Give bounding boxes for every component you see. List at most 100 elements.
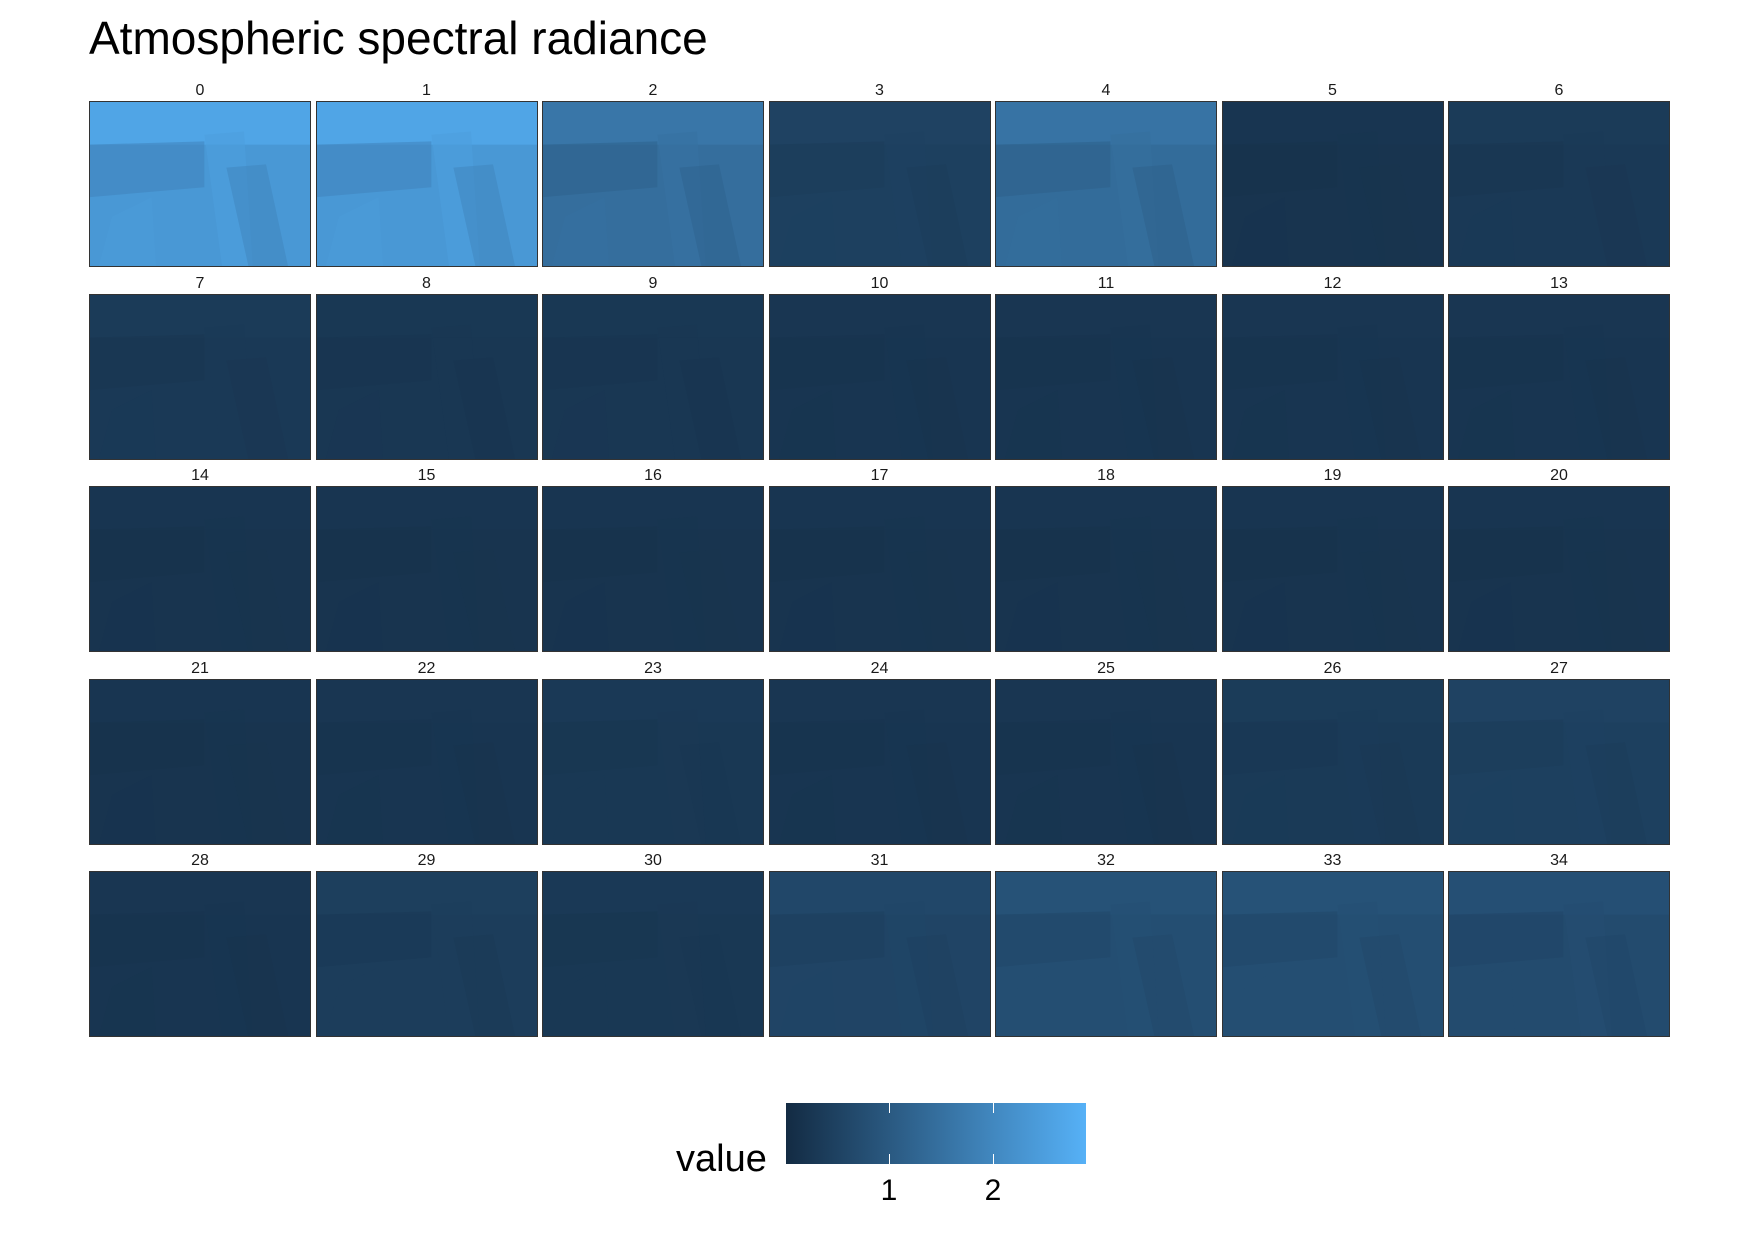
heatmap-tile	[89, 486, 311, 652]
facet-panel: 4	[995, 82, 1217, 267]
colorbar-tick-label: 2	[984, 1174, 1002, 1207]
heatmap-tile	[995, 871, 1217, 1037]
heatmap-tile	[1448, 101, 1670, 267]
facet-label: 0	[195, 82, 205, 99]
heatmap-tile	[1221, 293, 1444, 460]
facet-panel: 17	[768, 467, 991, 652]
heatmap-tile	[1221, 101, 1444, 267]
heatmap-tile	[315, 101, 538, 267]
heatmap-tile	[315, 486, 538, 652]
facet-label: 7	[195, 274, 205, 292]
facet-label: 6	[1554, 82, 1564, 99]
facet-label: 28	[191, 852, 209, 869]
heatmap-tile	[89, 101, 311, 267]
heatmap-tile	[89, 871, 311, 1037]
heatmap-tile	[542, 678, 764, 845]
heatmap-tile	[1221, 871, 1444, 1037]
facet-panel: 23	[542, 660, 764, 845]
heatmap-tile	[1448, 871, 1670, 1037]
colorbar-tick-label: 1	[880, 1174, 898, 1207]
facet-panel: 7	[89, 275, 311, 460]
facet-label: 27	[1550, 659, 1568, 677]
facet-panel: 3	[768, 82, 991, 267]
facet-panel: 15	[315, 467, 538, 652]
facet-label: 34	[1550, 852, 1568, 869]
heatmap-tile	[89, 678, 311, 845]
heatmap-tile	[768, 678, 991, 845]
heatmap-tile	[542, 101, 764, 267]
facet-label: 2	[648, 82, 658, 99]
facet-label: 20	[1550, 467, 1568, 484]
facet-panel: 13	[1448, 275, 1670, 460]
heatmap-tile	[315, 871, 538, 1037]
heatmap-tile	[995, 486, 1217, 652]
facet-panel: 24	[768, 660, 991, 845]
facet-label: 31	[870, 852, 889, 869]
facet-label: 23	[644, 659, 662, 677]
facet-panel: 28	[89, 852, 311, 1037]
facet-label: 29	[417, 852, 436, 869]
facet-panel: 16	[542, 467, 764, 652]
facet-label: 19	[1323, 467, 1342, 484]
facet-label: 16	[644, 467, 662, 484]
facet-panel: 20	[1448, 467, 1670, 652]
facet-panel: 29	[315, 852, 538, 1037]
facet-label: 17	[870, 467, 889, 484]
heatmap-tile	[1448, 486, 1670, 652]
facet-panel: 30	[542, 852, 764, 1037]
facet-label: 13	[1550, 274, 1568, 292]
heatmap-tile	[542, 293, 764, 460]
facet-panel: 14	[89, 467, 311, 652]
facet-panel: 0	[89, 82, 311, 267]
facet-label: 12	[1323, 274, 1342, 292]
facet-panel: 21	[89, 660, 311, 845]
facet-panel: 32	[995, 852, 1217, 1037]
facet-panel: 25	[995, 660, 1217, 845]
facet-panel: 2	[542, 82, 764, 267]
facet-label: 32	[1097, 852, 1115, 869]
facet-label: 3	[875, 82, 884, 99]
heatmap-tile	[995, 293, 1217, 460]
colorbar	[786, 1103, 1086, 1164]
facet-label: 25	[1097, 659, 1115, 677]
facet-panel: 6	[1448, 82, 1670, 267]
facet-panel: 27	[1448, 660, 1670, 845]
heatmap-tile	[768, 871, 991, 1037]
facet-label: 22	[417, 659, 436, 677]
facet-panel: 34	[1448, 852, 1670, 1037]
heatmap-tile	[315, 293, 538, 460]
facet-panel: 31	[768, 852, 991, 1037]
facet-panel: 12	[1221, 275, 1444, 460]
facet-label: 11	[1097, 274, 1115, 292]
heatmap-tile	[1448, 678, 1670, 845]
facet-label: 9	[648, 274, 658, 292]
facet-label: 33	[1323, 852, 1342, 869]
heatmap-tile	[1221, 486, 1444, 652]
facet-label: 21	[191, 659, 209, 677]
facet-label: 14	[191, 467, 209, 484]
facet-label: 5	[1328, 82, 1337, 99]
colorbar-tick	[993, 1103, 994, 1113]
facet-label: 24	[870, 659, 889, 677]
facet-panel: 11	[995, 275, 1217, 460]
colorbar-tick	[889, 1103, 890, 1113]
heatmap-tile	[1221, 678, 1444, 845]
heatmap-tile	[768, 486, 991, 652]
heatmap-tile	[768, 101, 991, 267]
facet-panel: 19	[1221, 467, 1444, 652]
facet-panel: 5	[1221, 82, 1444, 267]
heatmap-tile	[1448, 293, 1670, 460]
facet-label: 30	[644, 852, 662, 869]
facet-panel: 26	[1221, 660, 1444, 845]
facet-label: 26	[1323, 659, 1342, 677]
chart-title: Atmospheric spectral radiance	[89, 12, 708, 64]
heatmap-tile	[542, 486, 764, 652]
facet-panel: 1	[315, 82, 538, 267]
facet-label: 1	[422, 82, 431, 99]
facet-panel: 18	[995, 467, 1217, 652]
facet-panel: 9	[542, 275, 764, 460]
heatmap-tile	[768, 293, 991, 460]
facet-label: 4	[1101, 82, 1111, 99]
facet-label: 8	[422, 274, 431, 292]
